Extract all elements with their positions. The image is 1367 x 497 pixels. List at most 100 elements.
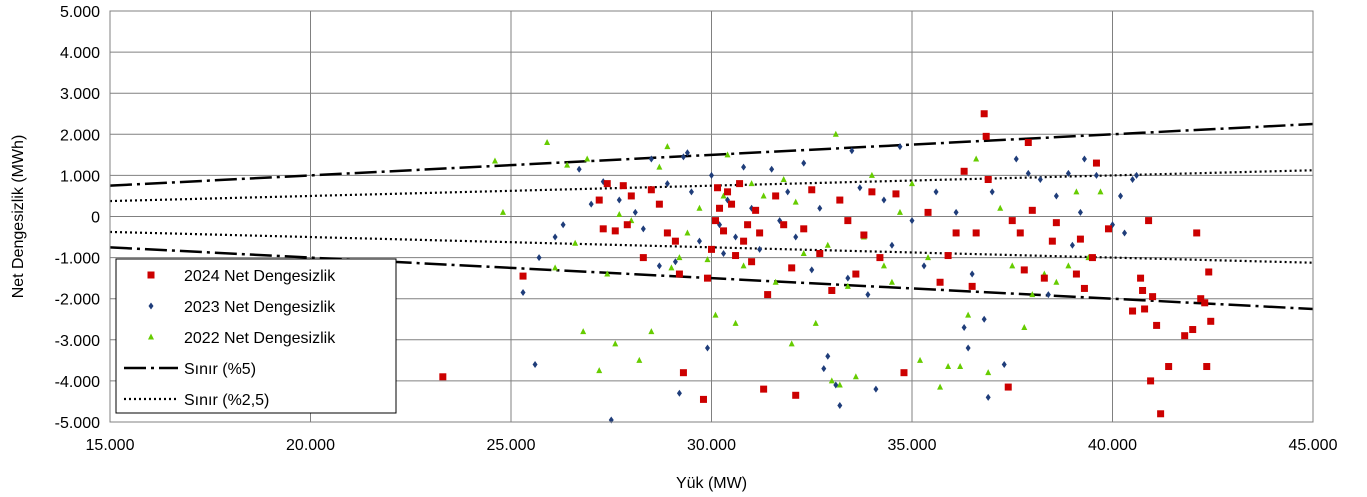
data-point-square (1016, 229, 1024, 237)
data-point-triangle (612, 340, 619, 347)
data-point-diamond (965, 344, 971, 352)
y-tick-label: -3.000 (55, 333, 100, 350)
data-point-diamond (632, 208, 638, 216)
data-point-diamond (1069, 241, 1075, 249)
data-point-diamond (961, 323, 967, 331)
data-point-diamond (656, 262, 662, 270)
data-point-diamond (672, 258, 678, 266)
legend-item: 2024 Net Dengesizlik (147, 268, 336, 285)
data-point-triangle (896, 208, 903, 215)
data-point-triangle (973, 155, 980, 162)
data-point-square (603, 180, 611, 188)
y-tick-label: 1.000 (60, 168, 100, 185)
series-triangle (491, 130, 1104, 390)
data-point-square (852, 270, 860, 278)
legend-item: Sınır (%5) (124, 361, 256, 378)
data-point-square (1205, 268, 1213, 276)
data-point-diamond (881, 196, 887, 204)
data-point-square (1004, 383, 1012, 391)
data-point-square (808, 186, 816, 194)
x-tick-label: 15.000 (86, 437, 135, 454)
data-point-diamond (1025, 169, 1031, 177)
data-point-square (876, 254, 884, 262)
y-tick-label: 3.000 (60, 86, 100, 103)
data-point-square (1157, 410, 1165, 418)
data-point-diamond (969, 270, 975, 278)
data-point-square (960, 167, 968, 175)
data-point-square (740, 237, 748, 245)
data-point-triangle (704, 256, 711, 263)
data-point-diamond (576, 165, 582, 173)
data-point-square (924, 208, 932, 216)
data-point-square (708, 245, 715, 253)
data-point-triangle (580, 328, 587, 335)
data-point-triangle (684, 229, 691, 236)
data-point-diamond (817, 204, 823, 212)
y-tick-label: 4.000 (60, 45, 100, 62)
data-point-square (780, 221, 788, 229)
data-point-diamond (1134, 171, 1140, 179)
data-point-square (772, 192, 780, 200)
data-point-diamond (1037, 176, 1043, 184)
x-tick-label: 35.000 (888, 437, 937, 454)
data-point-diamond (1118, 192, 1124, 200)
data-point-diamond (741, 163, 747, 171)
data-point-square (844, 217, 852, 225)
data-point-triangle (1053, 278, 1060, 285)
data-point-triangle (937, 383, 944, 390)
data-point-diamond (865, 291, 871, 299)
data-point-diamond (532, 360, 538, 368)
data-point-square (860, 231, 868, 239)
data-point-triangle (1097, 188, 1104, 195)
data-point-diamond (857, 184, 863, 192)
data-point-square (639, 254, 647, 262)
data-point-square (1129, 307, 1137, 315)
data-point-diamond (676, 389, 682, 397)
data-point-square (439, 373, 447, 381)
data-point-diamond (684, 149, 690, 157)
data-point-diamond (953, 208, 959, 216)
data-point-triangle (844, 282, 851, 289)
data-point-diamond (648, 155, 654, 163)
data-point-triangle (552, 264, 559, 271)
data-point-triangle (1009, 262, 1016, 269)
data-point-square (714, 184, 722, 192)
data-point-triangle (499, 208, 506, 215)
data-point-triangle (668, 264, 675, 271)
data-point-square (1203, 363, 1211, 371)
data-point-square (1080, 284, 1088, 292)
y-axis-ticks: 5.000 4.000 3.000 2.000 1.000 0 -1.000 -2.000 -3… (55, 4, 100, 432)
data-point-square (792, 391, 800, 399)
legend: 2024 Net Dengesizlik 2023 Net Dengesizlik… (115, 258, 397, 414)
data-point-diamond (1081, 155, 1087, 163)
data-point-triangle (572, 239, 579, 246)
data-point-square (1008, 217, 1016, 225)
data-point-diamond (588, 200, 594, 208)
legend-marker-square (147, 271, 155, 279)
data-point-square (836, 196, 844, 204)
data-point-triangle (852, 373, 859, 380)
data-point-square (736, 180, 744, 188)
data-point-triangle (1073, 188, 1080, 195)
data-point-square (952, 229, 960, 237)
data-point-square (623, 221, 631, 229)
boundary-line-0-lower (109, 246, 1314, 311)
data-point-diamond (1093, 171, 1099, 179)
data-point-diamond (721, 249, 727, 257)
data-point-triangle (596, 367, 603, 374)
legend-label: 2022 Net Dengesizlik (184, 330, 336, 347)
data-point-square (748, 258, 756, 266)
data-point-square (627, 192, 635, 200)
data-point-triangle (828, 377, 835, 384)
x-tick-label: 20.000 (286, 437, 335, 454)
data-point-square (1207, 317, 1215, 325)
data-point-square (868, 188, 876, 196)
data-point-diamond (680, 153, 686, 161)
data-point-diamond (536, 254, 542, 262)
data-point-triangle (880, 262, 887, 269)
data-points (439, 110, 1215, 424)
data-point-square (1181, 332, 1189, 340)
data-point-diamond (1130, 176, 1136, 184)
data-point-diamond (785, 188, 791, 196)
